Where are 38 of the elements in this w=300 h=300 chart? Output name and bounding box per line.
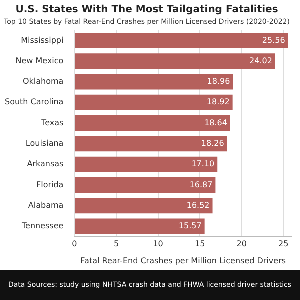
bar (75, 94, 233, 110)
y-tick-label: Louisiana (26, 139, 64, 148)
data-label: 15.57 (178, 222, 202, 231)
data-label: 25.56 (262, 36, 286, 45)
bar (75, 177, 216, 193)
bar (75, 54, 276, 70)
y-tick-label: Tennessee (21, 222, 64, 231)
x-axis-title: Fatal Rear-End Crashes per Million Licensed Drivers (80, 256, 286, 266)
y-tick-label: Arkansas (27, 160, 64, 169)
bar (75, 32, 288, 48)
x-tick-label: 5 (114, 240, 120, 249)
x-tick-label: 0 (72, 240, 78, 249)
data-label: 24.02 (250, 56, 272, 66)
x-tick-label: 10 (153, 240, 164, 249)
bar (75, 116, 230, 132)
data-label: 17.10 (192, 160, 215, 169)
data-label: 16.87 (190, 180, 213, 190)
data-label: 18.92 (206, 98, 230, 107)
chart-title: U.S. States With The Most Tailgating Fatalities (16, 4, 278, 16)
bar (75, 218, 205, 234)
y-tick-label: Texas (40, 118, 64, 128)
bar (75, 74, 234, 90)
y-tick-label: New Mexico (16, 56, 64, 66)
y-tick-label: South Carolina (4, 98, 64, 107)
y-tick-label: Mississippi (21, 36, 64, 45)
bar (75, 198, 213, 214)
data-label: 18.64 (204, 118, 228, 128)
y-tick-label: Alabama (28, 200, 64, 210)
data-label: 18.96 (207, 77, 230, 86)
y-tick-label: Oklahoma (22, 77, 64, 86)
bar (75, 156, 218, 172)
x-tick-label: 15 (194, 240, 206, 249)
y-tick-label: Florida (36, 180, 64, 190)
data-label: 16.52 (186, 200, 210, 210)
data-label: 18.26 (201, 139, 224, 148)
x-tick-label: 25 (278, 240, 289, 249)
x-tick-label: 20 (236, 240, 247, 249)
bar (75, 136, 228, 152)
